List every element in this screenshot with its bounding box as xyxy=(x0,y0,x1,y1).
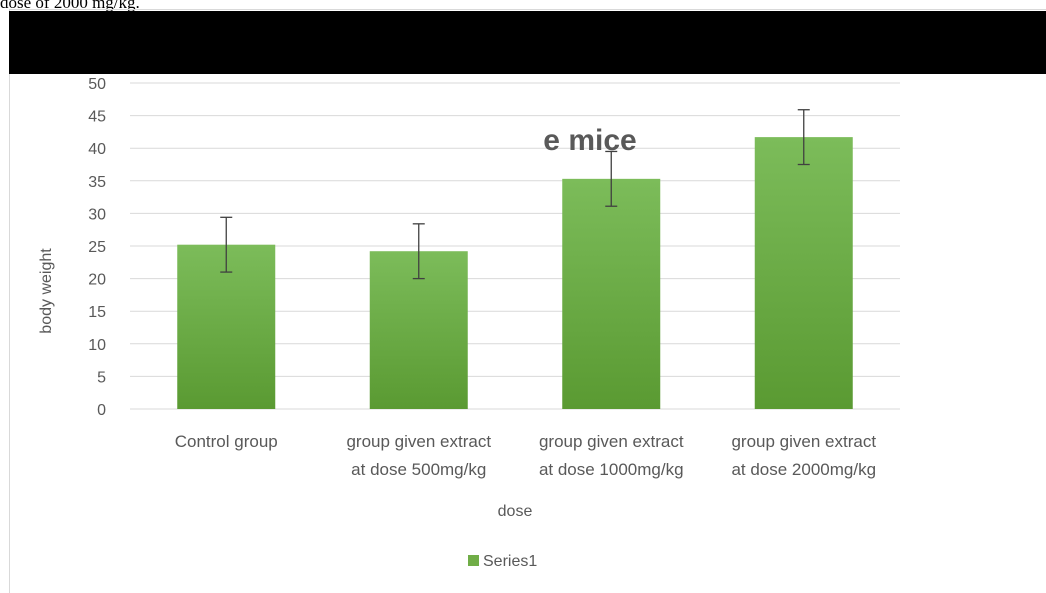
y-tick-label: 35 xyxy=(88,174,106,191)
y-tick-label: 15 xyxy=(88,304,106,321)
x-category-label: at dose 500mg/kg xyxy=(351,460,486,479)
x-axis-title: dose xyxy=(498,503,533,520)
y-axis-ticks: 0 5 10 15 20 25 30 35 40 45 50 xyxy=(88,76,106,419)
chart-title: e mice xyxy=(543,124,636,157)
x-category-label: group given extract xyxy=(346,432,491,451)
y-tick-label: 10 xyxy=(88,337,106,354)
y-tick-label: 5 xyxy=(97,369,106,386)
chart-frame xyxy=(9,9,1046,593)
y-tick-label: 30 xyxy=(88,206,106,223)
y-tick-label: 50 xyxy=(88,76,106,93)
y-axis-title: body weight xyxy=(38,248,55,334)
legend: Series1 xyxy=(468,553,537,570)
y-tick-label: 45 xyxy=(88,109,106,126)
bar xyxy=(562,178,661,409)
error-bar xyxy=(412,223,425,280)
bar xyxy=(754,137,853,409)
x-axis-categories: Control group group given extract at dose … xyxy=(175,432,877,479)
error-bars xyxy=(220,109,810,280)
legend-label-series1: Series1 xyxy=(483,553,537,570)
x-category-label: at dose 2000mg/kg xyxy=(731,460,876,479)
x-category-label: at dose 1000mg/kg xyxy=(539,460,684,479)
error-bar xyxy=(220,216,233,273)
y-tick-label: 40 xyxy=(88,141,106,158)
error-bar xyxy=(797,109,810,166)
x-category-label: Control group xyxy=(175,432,278,451)
redaction-bar xyxy=(9,11,1046,74)
y-tick-label: 0 xyxy=(97,402,106,419)
legend-swatch-series1 xyxy=(468,555,479,566)
y-tick-label: 25 xyxy=(88,239,106,256)
x-category-label: group given extract xyxy=(731,432,876,451)
x-category-label: group given extract xyxy=(539,432,684,451)
y-tick-label: 20 xyxy=(88,272,106,289)
bars xyxy=(177,137,853,409)
error-bar xyxy=(605,150,618,207)
